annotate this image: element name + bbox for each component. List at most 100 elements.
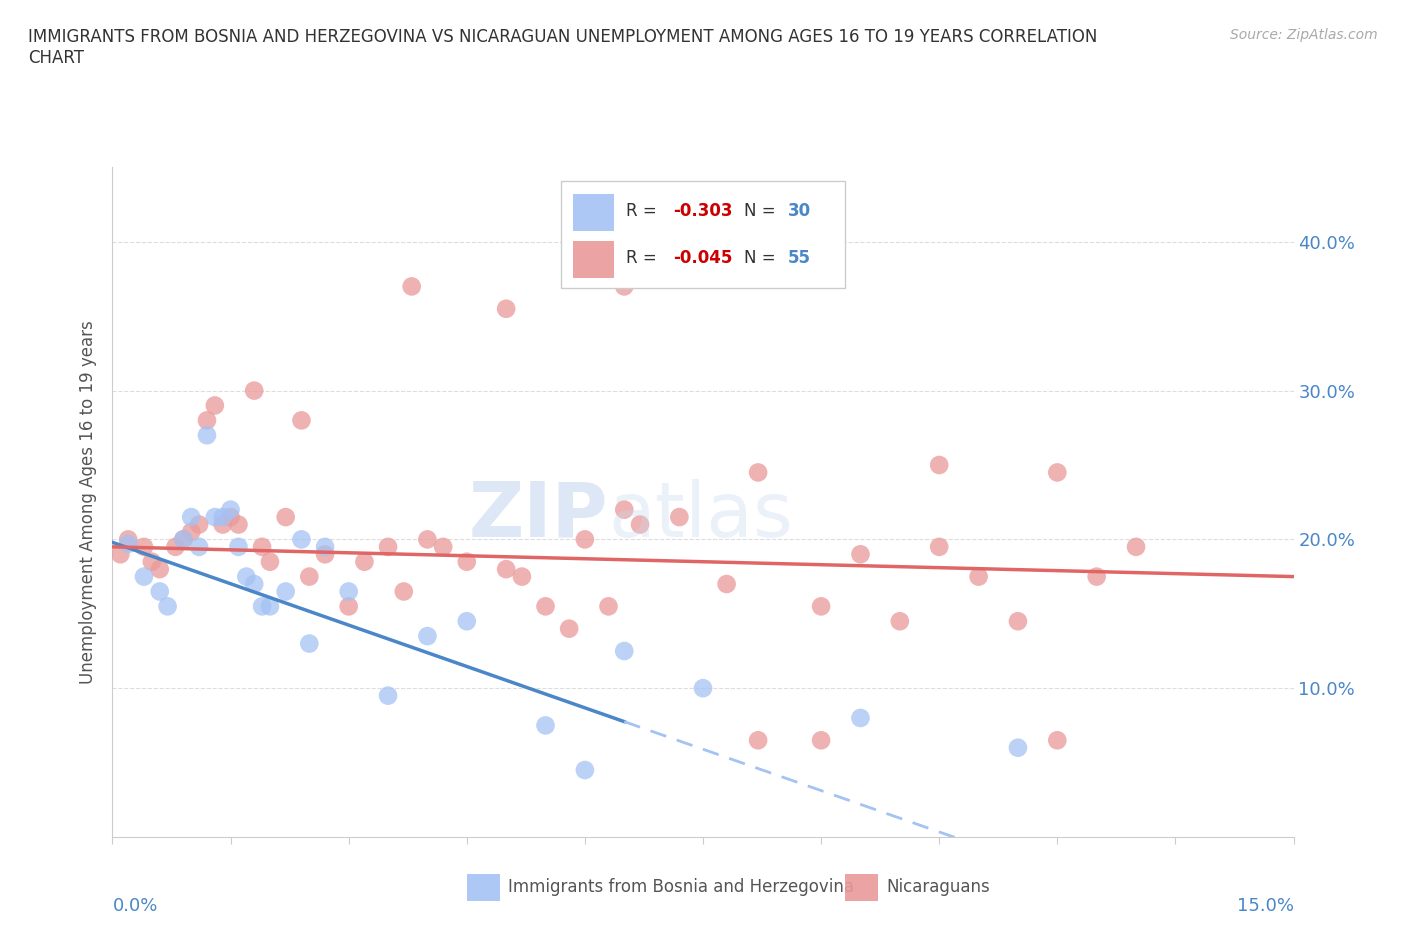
Point [574,532,596,547]
Text: atlas: atlas [609,479,793,552]
Bar [574,241,614,278]
FancyBboxPatch shape [561,180,845,288]
Point [628,517,651,532]
Point [574,763,596,777]
Point [416,629,439,644]
Point [377,688,399,703]
Point [432,539,454,554]
Bar [574,194,614,231]
Point [613,644,636,658]
Point [243,577,266,591]
Point [211,517,233,532]
Point [314,539,336,554]
Text: Nicaraguans: Nicaraguans [886,878,990,897]
Point [716,577,738,591]
Point [1046,733,1069,748]
Point [117,532,139,547]
Point [416,532,439,547]
Point [243,383,266,398]
Point [534,718,557,733]
Point [401,279,423,294]
Point [250,599,273,614]
Point [889,614,911,629]
Point [156,599,179,614]
Point [810,733,832,748]
Point [117,537,139,551]
Point [613,279,636,294]
Point [172,532,194,547]
Point [228,539,250,554]
Point [598,599,620,614]
Point [141,554,163,569]
Point [353,554,375,569]
Point [180,510,202,525]
Point [849,711,872,725]
Point [195,413,218,428]
Point [149,562,172,577]
Point [188,539,211,554]
Point [219,510,242,525]
Text: R =: R = [626,202,662,219]
Text: ZIP: ZIP [470,479,609,552]
Point [211,510,233,525]
Point [747,733,769,748]
Text: Immigrants from Bosnia and Herzegovina: Immigrants from Bosnia and Herzegovina [508,878,853,897]
Point [456,554,478,569]
Point [928,539,950,554]
Point [180,525,202,539]
Point [1007,740,1029,755]
Point [810,599,832,614]
Point [558,621,581,636]
Point [298,569,321,584]
Point [613,502,636,517]
Text: -0.045: -0.045 [673,249,733,267]
Text: N =: N = [744,249,782,267]
Point [188,517,211,532]
Point [165,539,187,554]
Point [314,547,336,562]
Point [195,428,218,443]
Text: Source: ZipAtlas.com: Source: ZipAtlas.com [1230,28,1378,42]
Point [250,539,273,554]
Point [172,532,194,547]
Point [110,547,132,562]
Text: 0.0%: 0.0% [112,897,157,914]
Point [259,554,281,569]
Point [392,584,415,599]
Text: N =: N = [744,202,782,219]
Point [928,458,950,472]
Point [274,584,297,599]
Point [204,510,226,525]
Bar [845,874,877,900]
Point [149,584,172,599]
Point [495,301,517,316]
Text: IMMIGRANTS FROM BOSNIA AND HERZEGOVINA VS NICARAGUAN UNEMPLOYMENT AMONG AGES 16 : IMMIGRANTS FROM BOSNIA AND HERZEGOVINA V… [28,28,1098,67]
Bar [467,874,501,900]
Point [967,569,990,584]
Point [668,510,690,525]
Text: R =: R = [626,249,662,267]
Y-axis label: Unemployment Among Ages 16 to 19 years: Unemployment Among Ages 16 to 19 years [79,320,97,684]
Point [456,614,478,629]
Point [132,539,155,554]
Point [259,599,281,614]
Point [1007,614,1029,629]
Point [510,569,533,584]
Point [747,465,769,480]
Point [495,562,517,577]
Point [235,569,257,584]
Text: 30: 30 [787,202,811,219]
Point [290,532,312,547]
Text: 15.0%: 15.0% [1236,897,1294,914]
Point [132,569,155,584]
Point [337,584,360,599]
Point [298,636,321,651]
Point [692,681,714,696]
Point [219,502,242,517]
Point [1125,539,1147,554]
Point [377,539,399,554]
Point [534,599,557,614]
Point [228,517,250,532]
Text: 55: 55 [787,249,811,267]
Text: -0.303: -0.303 [673,202,733,219]
